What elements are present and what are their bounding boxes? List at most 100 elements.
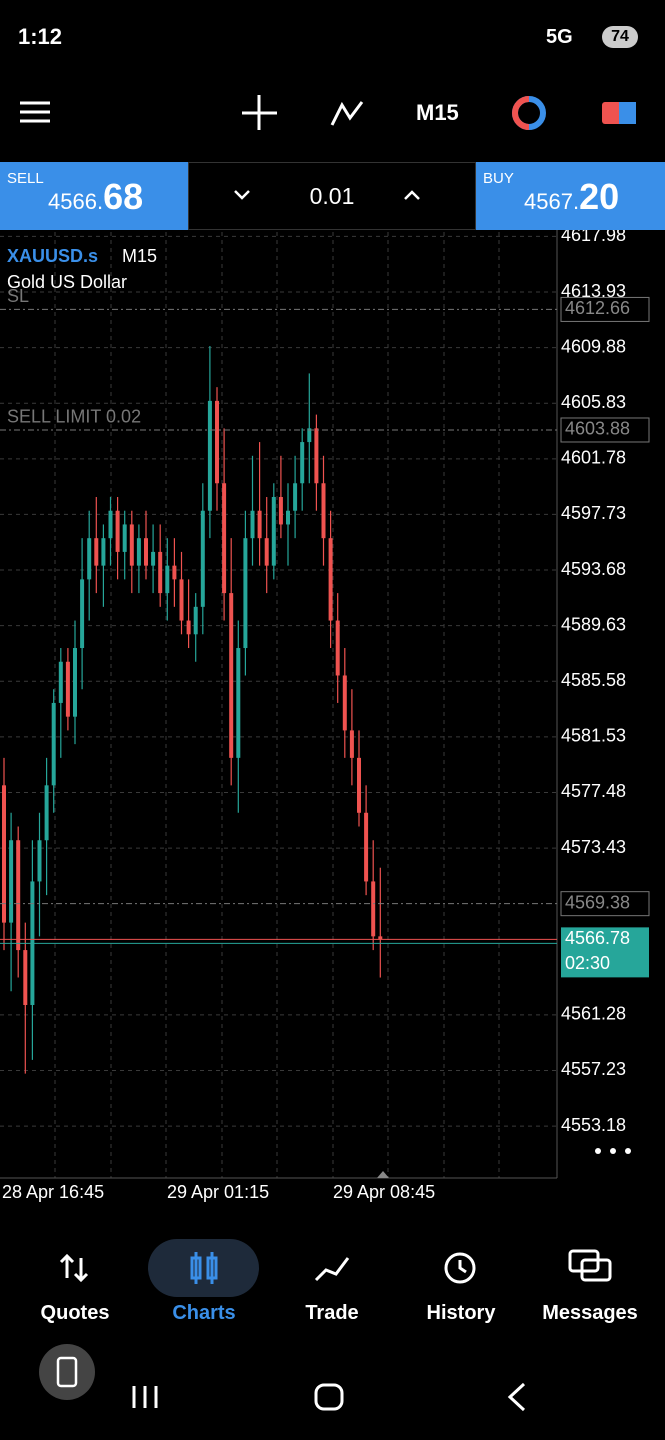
candle-body	[115, 510, 120, 552]
level-box	[560, 296, 650, 322]
candle-body	[129, 524, 134, 566]
candle-body	[144, 538, 148, 566]
candle-body	[65, 661, 70, 717]
candle-body	[250, 510, 255, 539]
candle-body	[264, 538, 269, 566]
level-price: 4612.66	[565, 298, 630, 318]
candle-body	[335, 620, 340, 676]
candle-body	[278, 496, 283, 525]
candle-body	[23, 950, 28, 1006]
nav-item[interactable]: Messages	[542, 1302, 638, 1324]
candle-body	[80, 579, 85, 649]
sell-label: SELL	[7, 170, 44, 187]
candle-body	[371, 881, 376, 937]
candle-body	[300, 442, 305, 484]
candle-body	[193, 606, 198, 635]
candle-body	[87, 538, 92, 580]
lot-panel: 0.01	[188, 162, 476, 230]
y-tick-label: 4577.48	[561, 781, 626, 801]
x-tick-label: 29 Apr 01:15	[167, 1182, 269, 1202]
candle-body	[307, 428, 312, 443]
order-label: SELL LIMIT 0.02	[7, 407, 141, 427]
candle-body	[2, 785, 6, 923]
candle-body	[151, 551, 156, 566]
nav-item[interactable]: Quotes	[40, 1302, 110, 1324]
candle-body	[342, 675, 347, 731]
candle-body	[94, 538, 99, 566]
candle-body	[165, 565, 170, 594]
level-price: 4603.88	[565, 419, 630, 439]
sell-price: 4566.	[48, 189, 104, 214]
candle-body	[108, 510, 113, 539]
nav-icons	[59, 1239, 612, 1297]
y-tick-label: 4609.88	[561, 336, 626, 356]
buy-price: 4567.	[524, 189, 580, 214]
chart: XAUUSD.s M15 Gold US Dollar 28 Apr 16:45…	[0, 230, 650, 1202]
candle-body	[229, 593, 234, 758]
candle-body	[349, 730, 354, 758]
candle-body	[357, 757, 361, 813]
candle-body	[207, 400, 212, 511]
candle-body	[136, 538, 141, 566]
toolbar-icons	[20, 95, 636, 130]
level-price: 4569.38	[565, 892, 630, 912]
y-tick-label: 4573.43	[561, 837, 626, 857]
candle-body	[16, 840, 21, 951]
y-tick-label: 4601.78	[561, 448, 626, 468]
candle-body	[293, 483, 298, 511]
candle-body	[58, 661, 63, 703]
x-tick-label: 29 Apr 08:45	[333, 1182, 435, 1202]
network: 5G	[546, 26, 573, 48]
symbol: XAUUSD.s	[7, 246, 98, 266]
candle-body	[9, 840, 14, 923]
nav-item[interactable]: History	[426, 1302, 496, 1324]
candle-body	[222, 483, 227, 594]
candle-body	[328, 538, 333, 621]
level-box	[560, 417, 650, 443]
candle-body	[73, 648, 77, 717]
nav-bar: Quotes Charts Trade History Messages	[0, 1302, 665, 1332]
y-tick-label: 4605.83	[561, 392, 626, 412]
nav-item[interactable]: Trade	[305, 1302, 359, 1324]
chart-timeframe: M15	[122, 246, 157, 266]
x-tick-label: 28 Apr 16:45	[2, 1182, 104, 1202]
candle-body	[179, 579, 184, 621]
y-tick-label: 4597.73	[561, 503, 626, 523]
candle-body	[158, 551, 163, 594]
buy-label: BUY	[483, 170, 514, 187]
candle-body	[200, 510, 205, 607]
current-price: 4566.78	[565, 928, 630, 948]
lot-arrows[interactable]	[229, 187, 429, 207]
clock: 1:12	[18, 24, 63, 49]
candle-body	[378, 936, 383, 940]
candle-body	[286, 510, 290, 525]
level-box	[560, 891, 650, 917]
y-tick-label: 4617.98	[561, 230, 626, 245]
y-tick-label: 4593.68	[561, 559, 626, 579]
candle-body	[51, 702, 56, 786]
lot: 0.01	[309, 183, 355, 209]
buy-pips: 20	[579, 176, 620, 217]
candle-body	[215, 400, 219, 484]
sell-pips: 68	[103, 176, 144, 217]
system-nav	[39, 1344, 526, 1412]
symbol-description: Gold US Dollar	[7, 272, 127, 292]
candle-body	[257, 510, 262, 539]
candle-body	[364, 812, 369, 882]
bar-timer: 02:30	[565, 953, 610, 973]
candle-body	[186, 620, 191, 635]
y-tick-label: 4613.93	[561, 281, 626, 301]
candle-body	[122, 524, 127, 552]
y-tick-label: 4553.18	[561, 1115, 626, 1135]
buy-button[interactable]: BUY 4567.20	[476, 162, 665, 230]
sell-button[interactable]: SELL 4566.68	[0, 162, 188, 230]
y-tick-label: 4589.63	[561, 614, 626, 634]
timeframe-button[interactable]: M15	[416, 100, 459, 125]
candle-body	[314, 428, 319, 484]
nav-item[interactable]: Charts	[172, 1302, 236, 1324]
y-tick-label: 4561.28	[561, 1004, 626, 1024]
y-tick-label: 4585.58	[561, 670, 626, 690]
candle-body	[172, 565, 177, 580]
order-label: SL	[7, 286, 29, 306]
